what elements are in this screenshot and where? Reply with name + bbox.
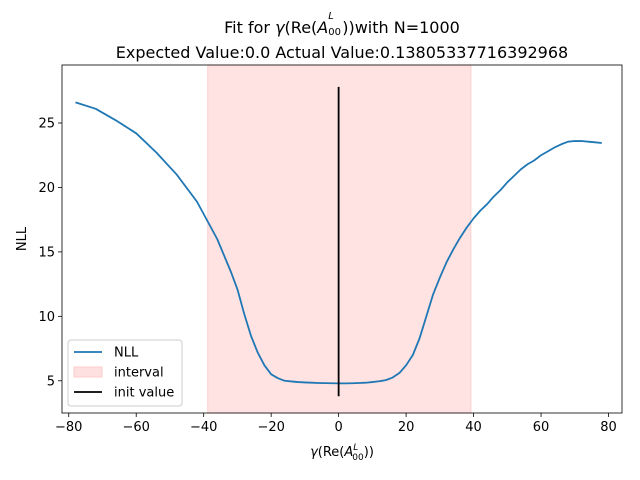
legend-item-interval: interval [73, 366, 164, 381]
y-tick-label: 10 [38, 310, 55, 325]
x-tick-label: 0 [334, 420, 342, 435]
legend-label: NLL [114, 346, 139, 361]
x-tick-label: −60 [122, 420, 149, 435]
y-tick-label: 15 [38, 245, 55, 260]
x-axis-label: γ(Re(AL 00)) [310, 443, 374, 463]
x-tick-label: −20 [257, 420, 284, 435]
series-layer [75, 101, 602, 385]
x-tick-label: −40 [190, 420, 217, 435]
chart-title-line-1: Fit for γ(Re(A L 00))with N=1000 [62, 11, 622, 38]
legend-item-nll: NLL [74, 346, 139, 361]
legend-label: interval [114, 366, 164, 381]
chart-title-line-2: Expected Value:0.0 Actual Value:0.138053… [115, 43, 569, 62]
legend: NLL interval init value [67, 339, 183, 407]
x-tick-label: 20 [398, 420, 415, 435]
legend-item-init-value: init value [74, 386, 174, 401]
y-axis-label: NLL [15, 226, 30, 251]
x-tick-label: −80 [55, 420, 82, 435]
y-tick-label: 5 [47, 374, 55, 389]
x-tick-label: 40 [465, 420, 482, 435]
y-tick-label: 20 [38, 181, 55, 196]
legend-swatch [73, 366, 103, 378]
plot-area-frame [61, 64, 623, 414]
legend-label: init value [114, 386, 174, 401]
x-axis-ticks: −80 −60 −40 −20 0 20 40 60 80 [55, 413, 617, 435]
y-axis-ticks: 5 10 15 20 25 [38, 117, 62, 389]
title-math-symbol: γ(Re(A L 00)) [275, 11, 355, 38]
nll-series-line [75, 101, 602, 385]
title-prefix: Fit for [224, 18, 276, 37]
x-tick-label: 80 [600, 420, 617, 435]
x-axis-label-text: γ(Re(AL 00)) [310, 443, 374, 463]
title-suffix: with N=1000 [354, 18, 460, 37]
y-tick-label: 25 [38, 117, 55, 132]
legend-box [67, 339, 183, 407]
x-tick-label: 60 [533, 420, 550, 435]
